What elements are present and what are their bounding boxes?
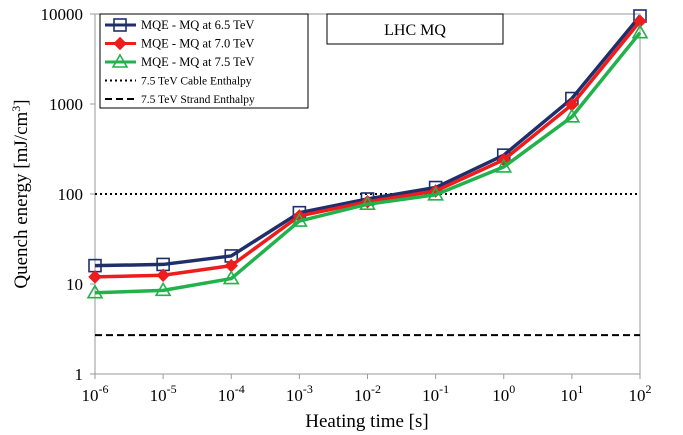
data-point-s3-2 (154, 281, 172, 297)
x-tick-label: 10-2 (354, 382, 381, 405)
legend-label-2: MQE - MQ at 7.0 TeV (141, 37, 254, 51)
legend-label-5: 7.5 TeV Strand Enthalpy (141, 94, 255, 106)
legend-label-1: MQE - MQ at 6.5 TeV (141, 18, 254, 32)
y-axis-label-tail: ] (11, 99, 32, 105)
data-series (86, 9, 649, 299)
y-axis-label-sup: 3 (9, 106, 23, 112)
legend-label-4: 7.5 TeV Cable Enthalpy (141, 76, 252, 88)
x-tick-label: 10-5 (150, 382, 177, 405)
y-tick-label: 100 (58, 185, 84, 204)
chart-title: LHC MQ (384, 22, 446, 39)
y-tick-label: 10000 (41, 5, 84, 24)
data-point-s3-6 (427, 186, 445, 201)
legend: MQE - MQ at 6.5 TeV MQE - MQ at 7.0 TeV MQ… (99, 13, 309, 109)
y-tick-label: 1 (75, 365, 84, 384)
data-point-s3-8 (563, 108, 581, 123)
series-line-3 (94, 31, 642, 295)
y-axis-label-main: Quench energy [mJ/cm (11, 111, 32, 288)
x-tick-label: 102 (629, 382, 652, 405)
data-point-s3-4 (290, 212, 308, 227)
legend-marker-3 (111, 53, 129, 68)
y-tick-label: 1000 (49, 95, 83, 114)
title-box: LHC MQ (326, 13, 504, 45)
legend-label-3: MQE - MQ at 7.5 TeV (141, 55, 254, 69)
legend-items: MQE - MQ at 6.5 TeV MQE - MQ at 7.0 TeV MQ… (105, 18, 255, 106)
y-tick-label: 10 (66, 275, 83, 294)
data-point-s3-3 (222, 269, 240, 285)
data-point-s3-7 (495, 158, 513, 173)
legend-marker-1 (113, 18, 127, 32)
x-tick-label: 101 (560, 382, 583, 405)
y-axis-ticks: 1 10 100 1000 10000 (41, 5, 95, 384)
data-point-s3-9 (631, 24, 649, 39)
x-tick-label: 10-4 (218, 382, 245, 405)
data-point-s2-9 (633, 14, 647, 28)
data-point-s2-1 (88, 270, 102, 284)
x-tick-label: 10-1 (422, 382, 449, 405)
x-axis-ticks: 10-6 10-5 10-4 10-3 10-2 10-1 100 101 102 (82, 374, 652, 405)
reference-lines (95, 193, 640, 337)
x-tick-label: 100 (492, 382, 515, 405)
legend-marker-2 (113, 36, 127, 51)
x-tick-label: 10-3 (286, 382, 313, 405)
x-tick-label: 10-6 (82, 382, 109, 405)
data-point-s2-2 (156, 268, 170, 282)
data-point-s3-5 (359, 195, 376, 211)
y-axis-label: Quench energy [mJ/cm3] (9, 99, 32, 288)
data-point-s3-1 (86, 284, 104, 299)
x-axis-label: Heating time [s] (305, 411, 428, 432)
